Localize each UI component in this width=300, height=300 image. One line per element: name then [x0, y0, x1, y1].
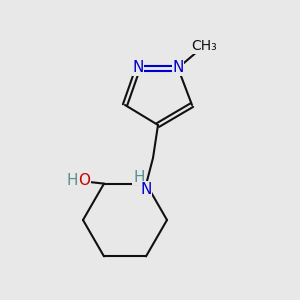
- Text: O: O: [78, 173, 90, 188]
- Text: H: H: [133, 169, 145, 184]
- Text: H: H: [66, 173, 78, 188]
- Text: N: N: [140, 182, 152, 196]
- Text: CH₃: CH₃: [191, 39, 217, 53]
- Text: N: N: [172, 61, 184, 76]
- Text: N: N: [132, 61, 144, 76]
